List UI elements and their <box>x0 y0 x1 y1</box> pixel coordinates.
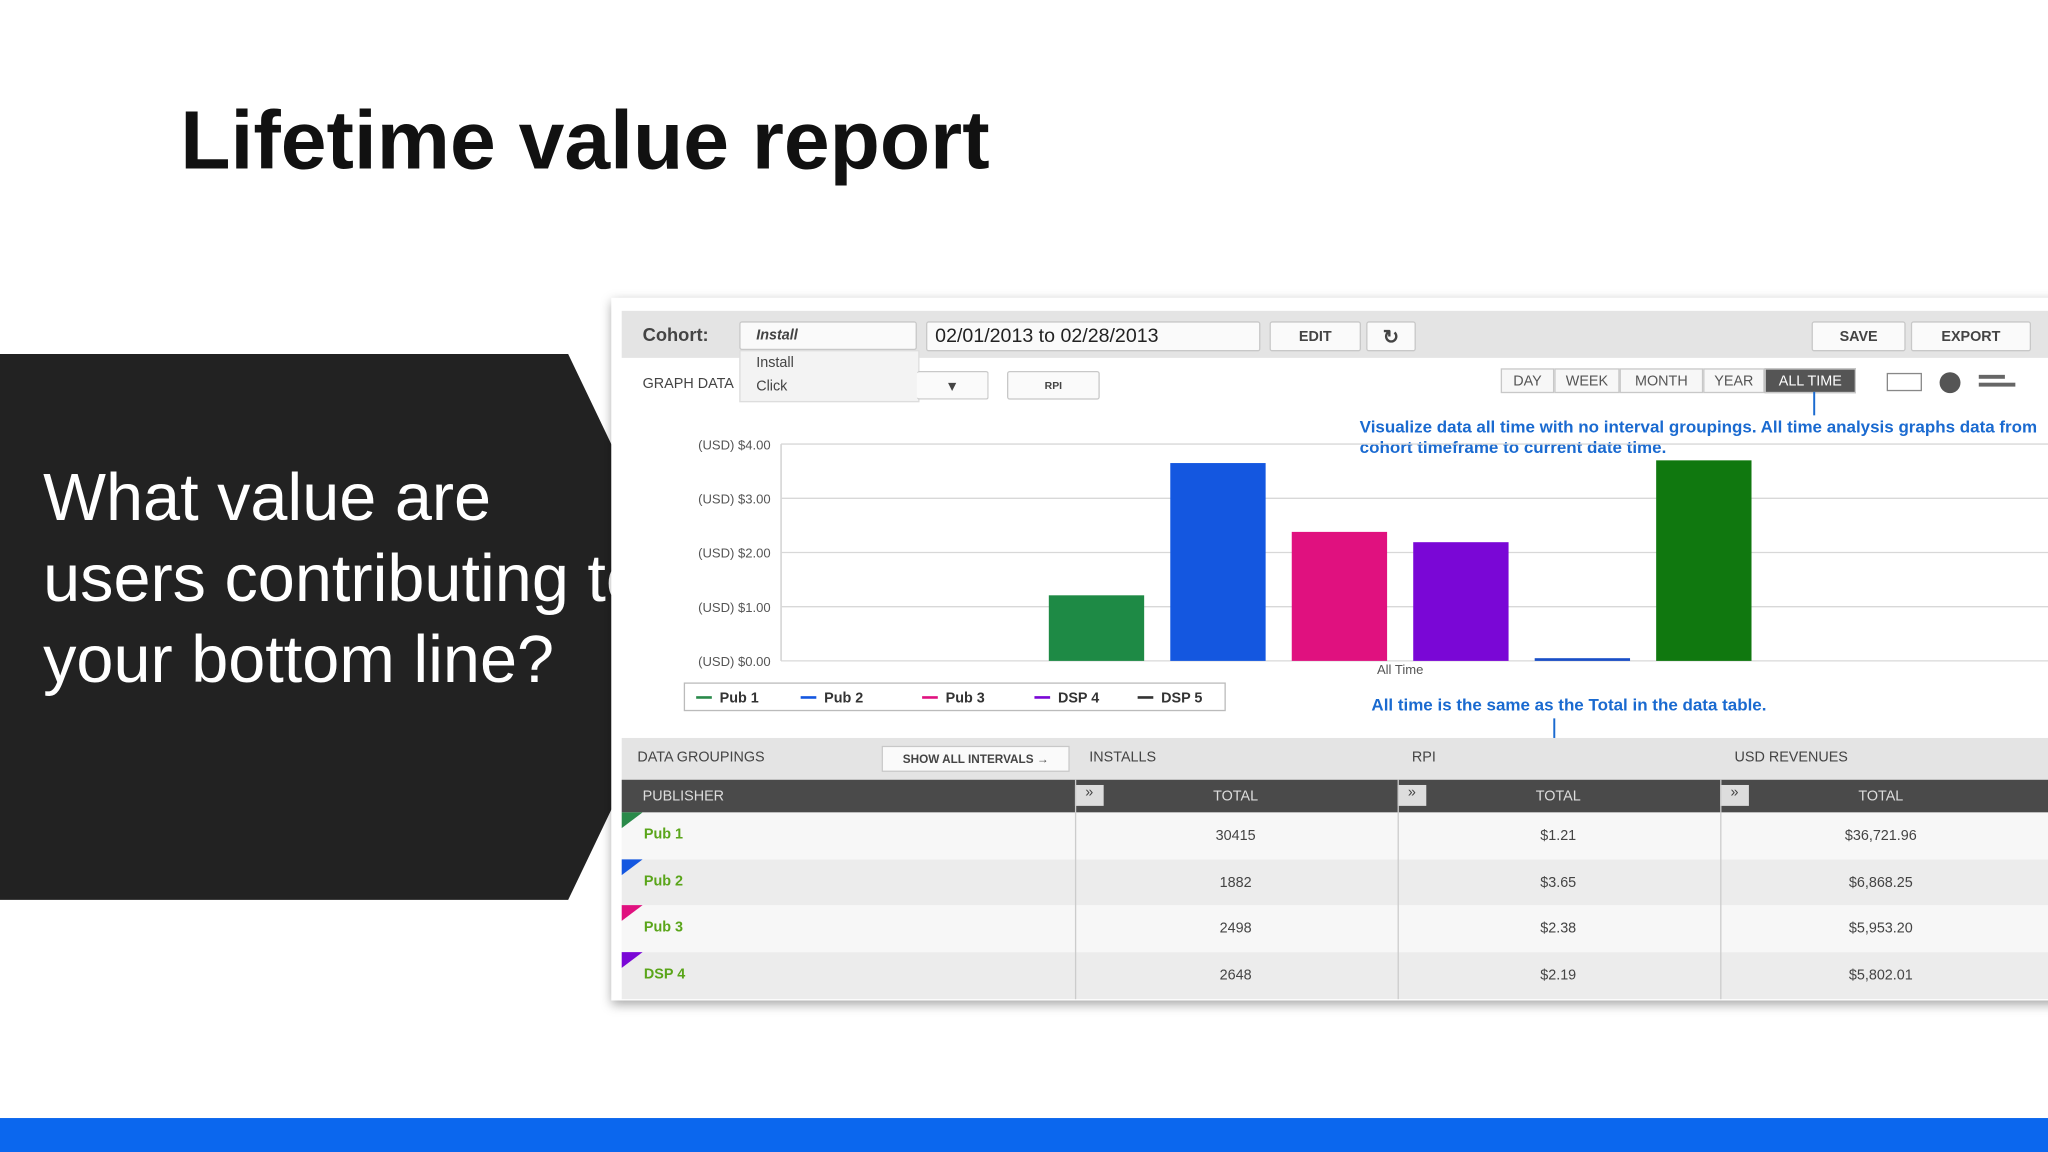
interval-button[interactable]: DAY <box>1500 368 1555 394</box>
y-tick-label: (USD) $2.00 <box>698 546 771 561</box>
show-all-button[interactable]: SHOW ALL INTERVALS → <box>881 745 1070 772</box>
cell: $5,953.20 <box>1848 921 1913 937</box>
subheader <box>621 779 2048 813</box>
x-axis-label: All Time <box>1377 662 1423 677</box>
data-table: DATA GROUPINGS SHOW ALL INTERVALS → INSTAL… <box>621 737 2048 1000</box>
bar <box>1170 463 1266 661</box>
y-tick-label: (USD) $0.00 <box>698 654 771 669</box>
interval-button[interactable]: MONTH <box>1619 368 1704 394</box>
y-tick-label: (USD) $4.00 <box>698 437 771 452</box>
subheader-cell: TOTAL <box>1213 788 1259 805</box>
legend-label: DSP 4 <box>1058 691 1099 707</box>
subheader-cell: TOTAL <box>1535 788 1581 805</box>
edit-button[interactable]: EDIT <box>1269 321 1361 352</box>
cohort-label: Cohort: <box>642 323 709 345</box>
bar <box>1048 595 1145 661</box>
y-tick-label: (USD) $1.00 <box>698 600 771 615</box>
interval-button[interactable]: YEAR <box>1703 368 1765 394</box>
bar <box>1291 531 1388 661</box>
bar <box>1656 460 1752 661</box>
header-cell: INSTALLS <box>1089 749 1157 766</box>
icon-pie[interactable] <box>1939 372 1961 394</box>
legend-box <box>683 682 1226 712</box>
header-cell: RPI <box>1411 749 1436 766</box>
slide-title: Lifetime value report <box>180 95 990 187</box>
subheader-cell: PUBLISHER <box>642 788 725 805</box>
chart-type-icons <box>1886 372 2016 394</box>
row-label[interactable]: Pub 2 <box>643 873 684 890</box>
cohort-option[interactable]: Click <box>756 378 788 395</box>
interval-button[interactable]: WEEK <box>1554 368 1620 394</box>
cell: $36,721.96 <box>1844 828 1917 844</box>
graph-data-label: GRAPH DATA <box>642 376 734 392</box>
save-button[interactable]: SAVE <box>1811 321 1906 352</box>
column-divider <box>1397 779 1399 1000</box>
row-flag <box>621 859 643 875</box>
table-row <box>621 952 2048 1000</box>
row-label[interactable]: DSP 4 <box>643 966 686 983</box>
interval-button[interactable]: ALL TIME <box>1764 368 1856 394</box>
cohort-option[interactable]: Install <box>756 355 794 371</box>
cell: $2.38 <box>1540 921 1577 937</box>
icon-line[interactable] <box>1886 372 1922 392</box>
rpi-button[interactable]: RPI <box>1007 370 1100 400</box>
legend-label: DSP 5 <box>1161 691 1202 707</box>
expand-button[interactable]: » <box>1720 784 1749 806</box>
refresh-button[interactable]: ↻ <box>1366 321 1416 352</box>
callout-shape <box>0 353 699 900</box>
bar <box>1413 542 1509 661</box>
header-cell: USD REVENUES <box>1734 749 1848 766</box>
footer-bar <box>0 1118 2048 1152</box>
column-divider <box>1074 779 1077 1000</box>
cell: 1882 <box>1219 874 1252 891</box>
date-range[interactable]: 02/01/2013 to 02/28/2013 <box>926 321 1261 352</box>
cell: $1.21 <box>1540 828 1577 844</box>
icon-bars[interactable] <box>1978 374 2005 379</box>
cell: $6,868.25 <box>1848 874 1913 891</box>
subheader-cell: TOTAL <box>1858 788 1904 805</box>
expand-button[interactable]: » <box>1074 784 1104 806</box>
row-label[interactable]: Pub 3 <box>643 920 684 936</box>
table-row <box>621 859 2048 907</box>
legend-label: Pub 2 <box>824 691 863 707</box>
bar <box>1534 658 1631 661</box>
callout-text: What value are users contributing to you… <box>43 459 643 697</box>
expand-button[interactable]: » <box>1397 784 1427 806</box>
cell: $3.65 <box>1540 874 1577 891</box>
table-header <box>621 737 2048 780</box>
table-row <box>621 812 2048 860</box>
row-flag <box>621 952 643 968</box>
y-tick-label: (USD) $3.00 <box>698 492 771 507</box>
cell: 2648 <box>1219 967 1252 984</box>
graph-data-select[interactable]: ▾ <box>916 370 989 400</box>
annotation: Visualize data all time with no interval… <box>1359 416 2038 458</box>
cell: $2.19 <box>1540 967 1577 984</box>
annotation: All time is the same as the Total in the… <box>1371 694 1767 715</box>
column-divider <box>1720 779 1722 1000</box>
legend-label: Pub 3 <box>946 691 985 707</box>
row-flag <box>621 812 643 829</box>
cohort-select[interactable]: Install <box>739 321 917 351</box>
table-row <box>621 905 2048 953</box>
interval-group: DAY WEEK MONTH YEAR ALL TIME <box>1500 368 1856 394</box>
cell: $5,802.01 <box>1848 967 1913 984</box>
export-button[interactable]: EXPORT <box>1910 321 2032 352</box>
icon-bars <box>1978 382 2016 387</box>
row-label[interactable]: Pub 1 <box>643 826 684 843</box>
cohort-options <box>739 350 920 403</box>
row-flag <box>621 905 643 922</box>
legend-label: Pub 1 <box>720 691 759 707</box>
cell: 30415 <box>1215 828 1256 844</box>
header-cell: DATA GROUPINGS <box>637 749 765 766</box>
cell: 2498 <box>1219 921 1252 937</box>
